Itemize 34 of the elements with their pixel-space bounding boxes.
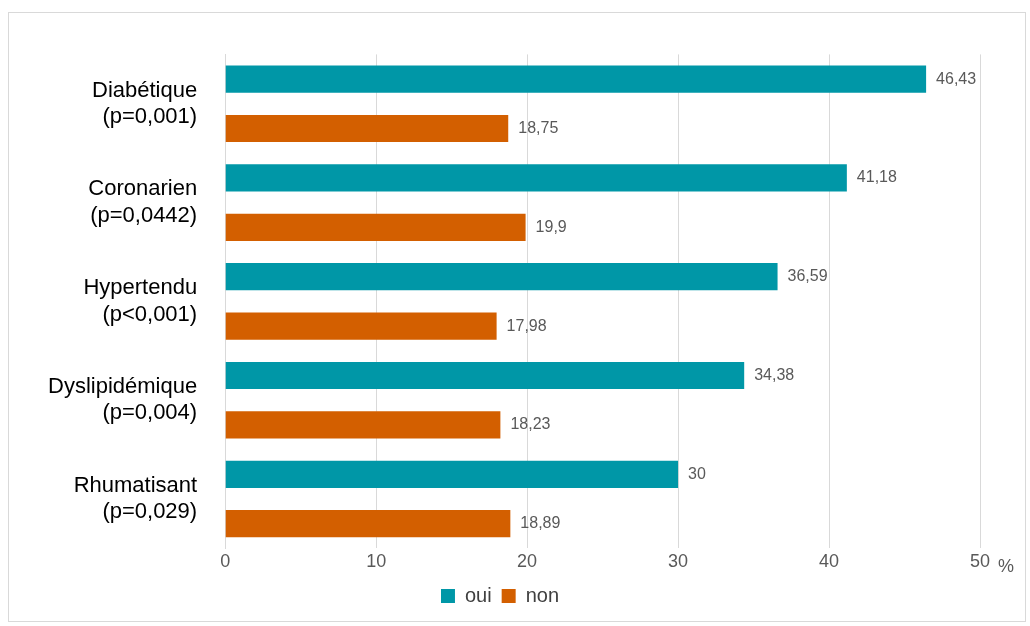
- data-label: 41,18: [856, 168, 897, 186]
- bar: [225, 411, 501, 439]
- bar: [225, 65, 927, 93]
- y-tick-label: Dyslipidémique (p=0,004): [47, 373, 198, 425]
- bar: [225, 312, 497, 340]
- y-tick-label: Hypertendu (p<0,001): [83, 274, 198, 326]
- data-label: 18,75: [518, 118, 559, 136]
- x-tick-label: 50: [969, 551, 991, 572]
- data-label: 17,98: [506, 316, 547, 334]
- legend-label: non: [525, 583, 560, 606]
- x-tick-label: 40: [819, 551, 840, 572]
- legend-label: oui: [464, 583, 492, 606]
- x-tick-label: 20: [517, 551, 538, 572]
- bar: [225, 114, 509, 143]
- y-tick-label: Coronarien (p=0,0442): [88, 175, 198, 227]
- bar: [225, 263, 778, 291]
- y-tick-label: Diabétique (p=0,001): [91, 76, 198, 129]
- bar: [225, 361, 745, 390]
- x-axis-title: %: [998, 556, 1015, 577]
- bar: [225, 213, 526, 241]
- x-tick-label: 0: [220, 551, 231, 572]
- data-label: 18,89: [520, 514, 561, 532]
- data-label: 30: [688, 464, 706, 482]
- bar: [225, 510, 511, 538]
- bar: [225, 164, 847, 192]
- data-label: 19,9: [535, 217, 567, 235]
- x-tick-label: 10: [366, 551, 387, 572]
- data-label: 34,38: [754, 365, 795, 383]
- bar: [225, 460, 679, 488]
- data-label: 46,43: [936, 69, 977, 87]
- x-tick-label: 30: [668, 551, 689, 572]
- data-label: 36,59: [787, 267, 828, 285]
- y-tick-label: Rhumatisant (p=0,029): [73, 471, 198, 524]
- data-label: 18,23: [510, 415, 551, 433]
